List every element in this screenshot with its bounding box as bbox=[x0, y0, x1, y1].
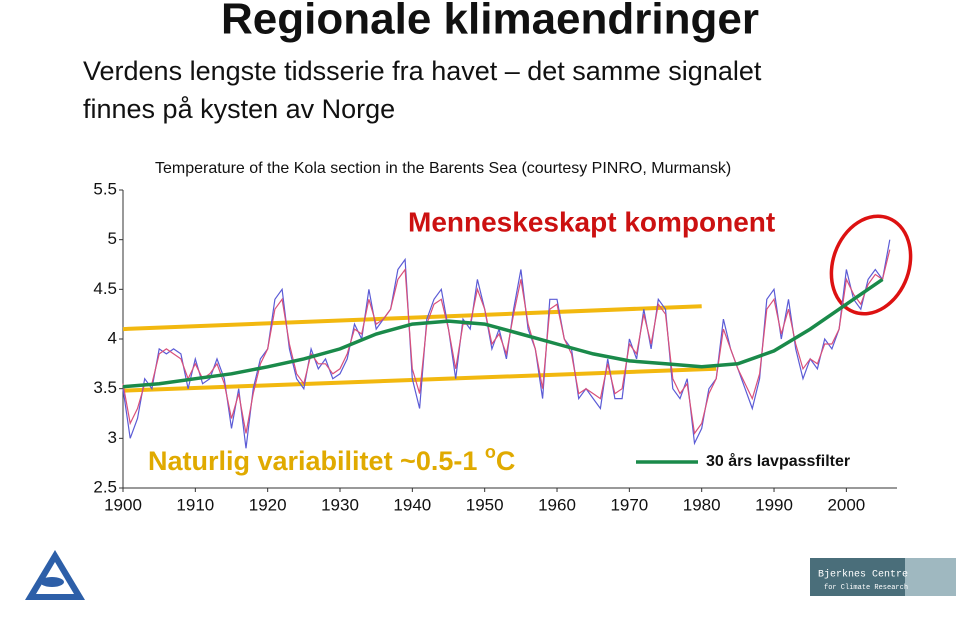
trend-line bbox=[122, 366, 717, 393]
annotation-part: C bbox=[496, 446, 516, 476]
subtitle-line: finnes på kysten av Norge bbox=[83, 94, 395, 124]
logo-right: Bjerknes Centre for Climate Research bbox=[810, 558, 956, 596]
subtitle-line: Verdens lengste tidsserie fra havet – de… bbox=[83, 56, 762, 86]
data-line bbox=[122, 239, 891, 449]
annotation-part: Naturlig variabilitet ~0.5-1 bbox=[148, 446, 485, 476]
chart-title: Temperature of the Kola section in the B… bbox=[155, 160, 731, 177]
x-tick-label: 1920 bbox=[249, 495, 287, 514]
x-tick-label: 2000 bbox=[827, 495, 865, 514]
y-tick-label: 2.5 bbox=[93, 477, 117, 496]
smoothed-line bbox=[122, 277, 884, 389]
y-tick-label: 5 bbox=[108, 229, 117, 248]
data-line bbox=[122, 249, 891, 435]
logo-left bbox=[25, 550, 85, 600]
x-tick-label: 1990 bbox=[755, 495, 793, 514]
highlight-ellipse bbox=[829, 214, 913, 316]
y-tick-label: 4.5 bbox=[93, 279, 117, 298]
y-tick-label: 3.5 bbox=[93, 378, 117, 397]
y-tick-label: 5.5 bbox=[93, 179, 117, 198]
x-tick-label: 1930 bbox=[321, 495, 359, 514]
x-tick-label: 1980 bbox=[683, 495, 721, 514]
x-tick-label: 1910 bbox=[176, 495, 214, 514]
legend-label: 30 års lavpassfilter bbox=[706, 452, 850, 470]
annotation-sup: o bbox=[485, 442, 496, 462]
x-tick-label: 1970 bbox=[610, 495, 648, 514]
x-tick-label: 1950 bbox=[466, 495, 504, 514]
annotation: Menneskeskapt komponent bbox=[408, 206, 775, 237]
slide-title: Regionale klimaendringer bbox=[221, 0, 759, 44]
plot: 2.5 3 3.5 4 4.5 5 5.5 1900 1910 1920 1930 1940 1950 1… bbox=[93, 179, 897, 514]
annotation: Naturlig variabilitet ~0.5-1 oC bbox=[148, 442, 515, 476]
logo-text: Bjerknes Centre bbox=[818, 569, 908, 581]
x-tick-label: 1940 bbox=[393, 495, 431, 514]
y-tick-label: 3 bbox=[108, 428, 117, 447]
x-tick-label: 1900 bbox=[104, 495, 142, 514]
y-tick-label: 4 bbox=[108, 328, 117, 347]
trend-line bbox=[122, 304, 702, 332]
logo-text: for Climate Research bbox=[824, 584, 908, 592]
x-tick-label: 1960 bbox=[538, 495, 576, 514]
